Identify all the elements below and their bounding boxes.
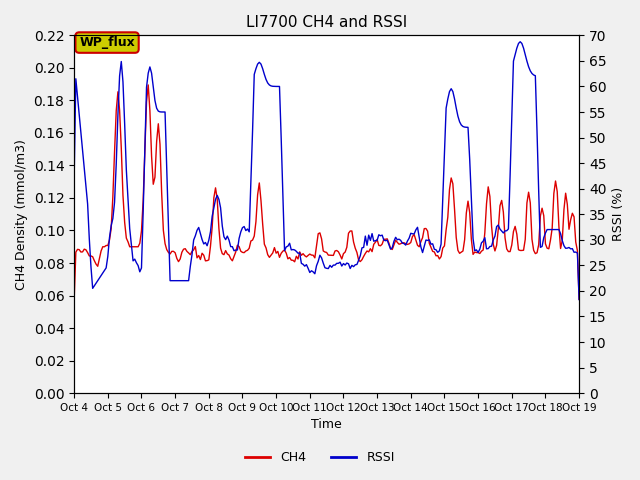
Text: WP_flux: WP_flux [79, 36, 135, 49]
CH4 [145, 82, 152, 88]
CH4 [498, 198, 506, 204]
CH4 [540, 213, 548, 218]
RSSI [575, 297, 583, 302]
X-axis label: Time: Time [311, 419, 342, 432]
Line: RSSI: RSSI [74, 42, 579, 300]
CH4 [292, 253, 300, 259]
RSSI [415, 234, 423, 240]
RSSI [274, 84, 282, 89]
RSSI [496, 226, 504, 232]
Legend: CH4, RSSI: CH4, RSSI [240, 446, 400, 469]
CH4 [70, 297, 78, 303]
RSSI [516, 39, 524, 45]
RSSI [70, 175, 78, 180]
RSSI [468, 195, 476, 201]
Y-axis label: RSSI (%): RSSI (%) [612, 187, 625, 241]
CH4 [575, 296, 583, 302]
Y-axis label: CH4 Density (mmol/m3): CH4 Density (mmol/m3) [15, 139, 28, 289]
Title: LI7700 CH4 and RSSI: LI7700 CH4 and RSSI [246, 15, 407, 30]
CH4 [417, 239, 425, 244]
CH4 [276, 254, 284, 260]
RSSI [291, 247, 298, 253]
RSSI [540, 235, 548, 240]
Line: CH4: CH4 [74, 85, 579, 300]
CH4 [469, 252, 477, 257]
